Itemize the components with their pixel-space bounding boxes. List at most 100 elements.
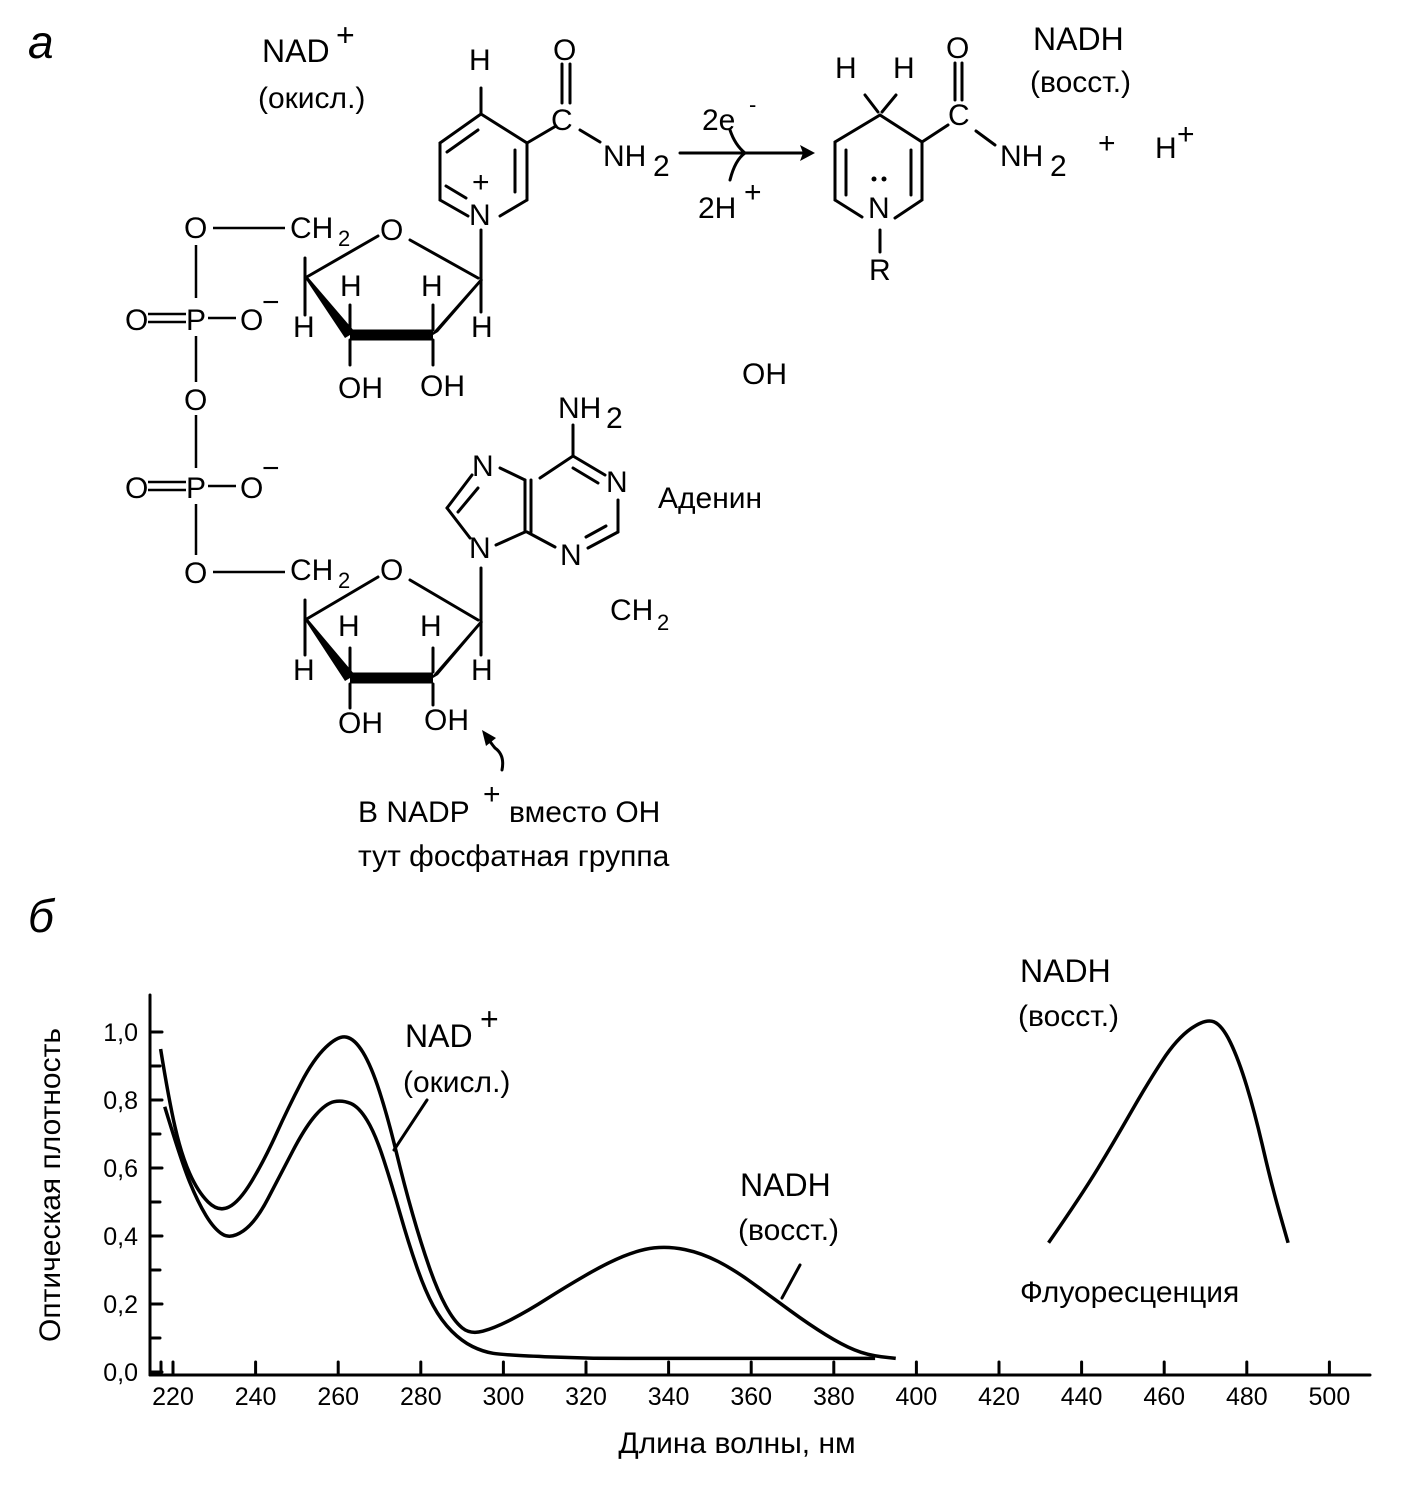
note-charge: + [483,778,501,811]
plus-sign: + [1098,127,1116,160]
atom-h: H [469,44,491,77]
protons-label: 2H [698,192,736,225]
ring-o: O [380,554,403,587]
x-tick-label: 300 [483,1383,525,1411]
atom-h: H [893,52,915,85]
hydroxyl: OH [420,370,465,403]
charge-minus: − [262,452,280,485]
nicotinamide-oxidized: H N + C O NH 2 [438,34,670,232]
panel-a-structures: а NAD + (окисл.) H N + C O NH 2 [28,16,1195,873]
x-tick-label: 220 [152,1383,194,1411]
atom-n: N [469,532,491,565]
reaction-arrow: 2e - 2H + [678,92,815,225]
annotation-nad-charge: + [480,1001,499,1037]
x-tick-label: 340 [648,1383,690,1411]
atom-p: P [186,304,206,337]
atom-r: R [869,254,891,287]
ch2: CH [290,212,333,245]
atom-h: H [471,654,493,687]
atom-o: O [553,34,576,67]
y-tick-label: 0,4 [103,1223,138,1251]
panel-label-b: б [28,890,56,942]
atom-h: H [471,311,493,344]
subscript-2: 2 [606,402,623,435]
atom-h: H [340,270,362,303]
amide-nh2: NH [1000,140,1043,173]
atom-n: N [472,450,494,483]
ribose-1: CH 2 O H H H H OH OH [290,212,493,405]
atom-h: H [420,610,442,643]
x-tick-label: 280 [400,1383,442,1411]
stray-ch2-label: CH [610,594,653,627]
subscript-2: 2 [657,610,669,635]
atom-n: N [469,199,491,232]
atom-o: O [240,304,263,337]
x-tick-label: 400 [896,1383,938,1411]
atom-h: H [835,52,857,85]
nicotinamide-reduced: H H N R C O NH 2 + H + NADH (восст.) [833,21,1195,287]
x-tick-label: 460 [1143,1383,1185,1411]
atom-h: H [421,270,443,303]
nad-state: (окисл.) [258,82,365,115]
x-tick-label: 420 [978,1383,1020,1411]
hydroxyl: OH [338,372,383,405]
charge-plus: + [472,166,490,199]
adenine-label: Аденин [658,482,762,515]
ring-o: O [380,214,403,247]
atom-c: C [551,104,573,137]
annotation-nad-state: (окисл.) [403,1066,510,1099]
x-tick-label: 240 [235,1383,277,1411]
annotation-nadh-absorbance: NADH [740,1167,831,1203]
atom-o: O [184,557,207,590]
series-line-2 [1047,1019,1290,1244]
subscript-2: 2 [1050,150,1067,183]
y-tick-label: 0,2 [103,1291,138,1319]
x-tick-label: 360 [730,1383,772,1411]
electrons-label: 2e [702,104,735,137]
atom-o: O [184,212,207,245]
annotation-nadh-fluorescence-state: (восст.) [1018,1000,1119,1033]
x-axis-label: Длина волны, нм [618,1427,855,1460]
annotation-nad: NAD [405,1018,473,1054]
atom-n: N [560,539,582,572]
y-tick-label: 1,0 [103,1019,138,1047]
nadh-label: NADH [1033,21,1124,57]
x-tick-label: 320 [565,1383,607,1411]
y-tick-label: 0,0 [103,1359,138,1387]
annotation-nadh-absorbance-state: (восст.) [738,1214,839,1247]
nadh-state: (восст.) [1030,66,1131,99]
charge-minus: − [262,286,280,319]
series-line-0 [163,1099,876,1361]
atom-o: O [184,384,207,417]
atom-n: N [606,466,628,499]
atom-p: P [186,472,206,505]
subscript-2: 2 [653,150,670,183]
note-line-2: тут фосфатная группа [358,840,670,873]
annotation-nadh-fluorescence: NADH [1020,953,1111,989]
atom-o: O [946,32,969,65]
atom-o: O [125,472,148,505]
adenine: NH 2 N N N N Аденин [445,392,762,572]
x-tick-label: 440 [1061,1383,1103,1411]
proton: H [1155,132,1177,165]
amine-nh2: NH [558,392,601,425]
electrons-charge: - [749,92,756,117]
ribose-2: CH 2 O H H H H OH OH [290,554,505,772]
panel-b-chart: б 0,0 0,2 0,4 0,6 0,8 1,0 220 240 260 280 300 320 3… [28,890,1372,1460]
stray-oh-label: OH [742,358,787,391]
nad-charge: + [336,17,355,53]
panel-label-a: а [28,16,54,68]
protons-charge: + [744,176,762,209]
atom-c: C [948,99,970,132]
ch2: CH [290,554,333,587]
nad-label: NAD [262,33,330,69]
hydroxyl: OH [338,707,383,740]
y-tick-label: 0,6 [103,1155,138,1183]
atom-o: O [240,472,263,505]
y-tick-label: 0,8 [103,1087,138,1115]
hydroxyl-2prime: OH [424,704,469,737]
proton-charge: + [1177,118,1195,151]
atom-h: H [338,610,360,643]
atom-h: H [293,654,315,687]
